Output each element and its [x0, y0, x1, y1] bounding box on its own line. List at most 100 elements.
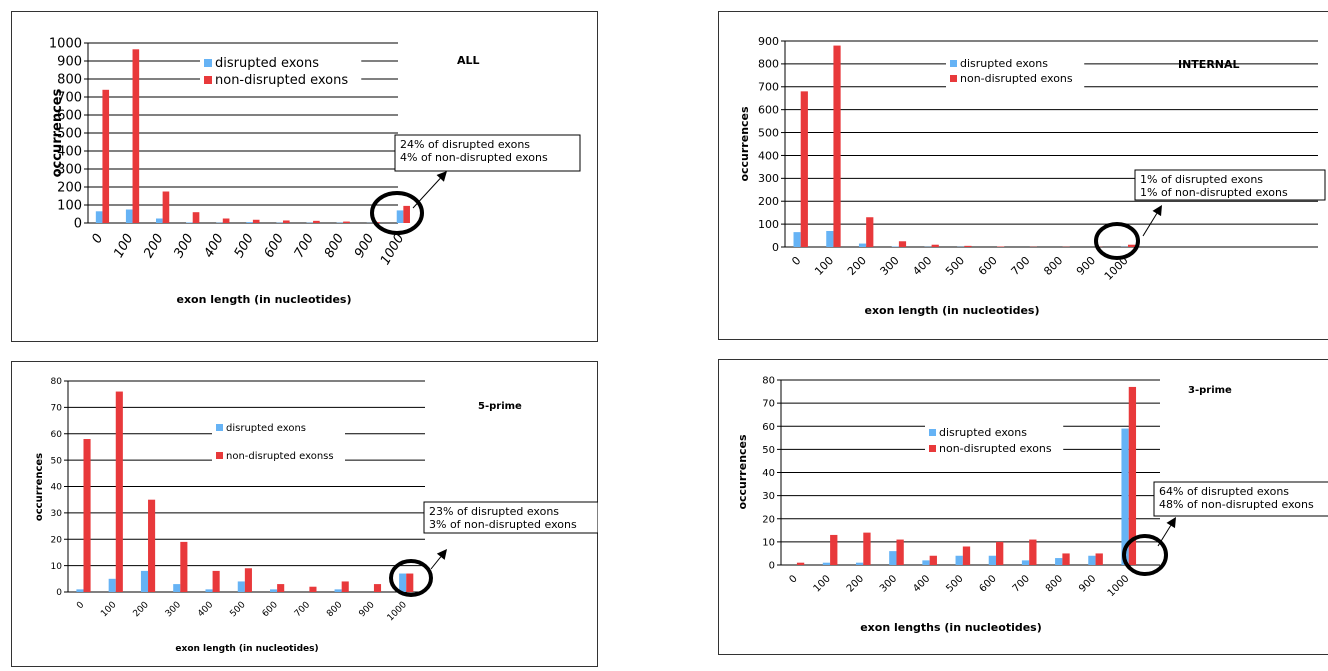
bar-disrupted: [76, 589, 84, 592]
bar-non-disrupted: [277, 584, 285, 592]
bar-disrupted: [793, 232, 801, 247]
legend-background: [946, 56, 1085, 88]
y-tick-label: 900: [758, 35, 779, 48]
bar-non-disrupted: [373, 584, 382, 592]
bar-non-disrupted: [341, 581, 349, 592]
y-axis-label: occurrences: [738, 106, 751, 182]
y-tick-label: 500: [758, 126, 779, 139]
y-tick-label: 20: [51, 535, 63, 545]
y-tick-label: 30: [762, 491, 775, 502]
bar-disrupted: [125, 209, 133, 223]
x-tick-label: 500: [944, 573, 965, 594]
y-tick-label: 50: [762, 445, 775, 456]
x-tick-label: 0: [75, 600, 86, 611]
legend-background: [212, 421, 345, 465]
annotation-text: 1% of non-disrupted exons: [1140, 186, 1288, 199]
bar-non-disrupted: [244, 568, 252, 592]
bar-non-disrupted: [929, 555, 937, 565]
x-tick-label: 400: [201, 232, 226, 261]
x-tick-label: 100: [812, 573, 833, 594]
legend-label: disrupted exons: [939, 426, 1027, 439]
legend-swatch: [929, 445, 936, 452]
x-tick-label: 400: [196, 600, 215, 619]
legend-swatch: [929, 429, 936, 436]
bar-non-disrupted: [863, 532, 871, 565]
bar-disrupted: [186, 222, 193, 223]
x-tick-label: 600: [976, 254, 1000, 278]
annotation-arrow-line: [430, 556, 442, 570]
annotation-text: 3% of non-disrupted exons: [429, 518, 577, 531]
x-tick-label: 300: [171, 232, 196, 261]
bar-non-disrupted: [180, 541, 188, 592]
bar-non-disrupted: [962, 546, 971, 565]
chart-panel-5-prime: 0 10 20 30 40 50 60 70 80 0 100 200 300 400 500 600 700 8…: [11, 361, 599, 667]
legend-label: non-disrupted exons: [215, 73, 348, 88]
chart-frame: [718, 359, 1328, 655]
x-tick-label: 600: [978, 573, 999, 594]
legend-swatch: [950, 60, 957, 67]
annotation-arrow-head: [1152, 205, 1162, 217]
y-tick-label: 0: [769, 561, 775, 572]
bar-non-disrupted: [148, 499, 156, 592]
y-tick-label: 0: [74, 217, 82, 232]
y-axis-label: occurrences: [736, 434, 749, 510]
x-tick-label: 700: [1011, 573, 1032, 594]
chart-panel-internal: 0 100 200 300 400 500 600 700 800 900 0 100 200 300 40…: [718, 11, 1328, 340]
legend-swatch: [204, 59, 212, 67]
legend-label: non-disrupted exons: [939, 442, 1052, 455]
bar-disrupted: [95, 211, 103, 223]
bar-disrupted: [1055, 558, 1063, 565]
bar-non-disrupted: [309, 586, 317, 592]
bar-disrupted: [822, 562, 831, 565]
y-tick-label: 100: [758, 218, 779, 231]
y-tick-label: 700: [758, 81, 779, 94]
x-tick-label: 0: [789, 254, 803, 268]
y-tick-label: 40: [51, 483, 63, 493]
bar-non-disrupted: [1128, 386, 1137, 565]
bar-disrupted: [396, 210, 404, 223]
highlight-circle: [389, 559, 433, 597]
bar-disrupted: [988, 555, 997, 565]
x-tick-label: 800: [1041, 254, 1065, 278]
bar-non-disrupted: [833, 45, 841, 248]
highlight-circle: [1122, 534, 1168, 576]
bar-non-disrupted: [800, 91, 808, 247]
bar-disrupted: [270, 589, 278, 592]
bar-non-disrupted: [896, 539, 904, 565]
bar-non-disrupted: [83, 439, 91, 592]
x-tick-label: 300: [878, 254, 902, 278]
y-tick-label: 800: [57, 73, 82, 88]
y-axis-label: occurrences: [50, 88, 65, 177]
bar-disrupted: [108, 578, 116, 592]
y-tick-label: 0: [56, 588, 62, 598]
bar-disrupted: [399, 573, 407, 592]
bar-disrupted: [1121, 428, 1129, 565]
y-tick-label: 20: [762, 514, 775, 525]
x-tick-label: 500: [943, 254, 967, 278]
legend-label: disrupted exons: [226, 423, 306, 434]
legend-background: [200, 54, 362, 90]
y-tick-label: 30: [51, 509, 63, 519]
y-tick-label: 0: [772, 241, 779, 254]
bar-disrupted: [140, 570, 149, 592]
y-tick-label: 10: [762, 537, 775, 548]
bar-non-disrupted: [866, 217, 874, 247]
bar-non-disrupted: [313, 220, 320, 223]
x-tick-label: 500: [228, 600, 247, 619]
x-tick-label: 100: [111, 232, 136, 261]
bar-disrupted: [1088, 555, 1096, 565]
x-tick-label: 300: [878, 573, 899, 594]
bar-non-disrupted: [931, 244, 939, 247]
bar-disrupted: [246, 222, 253, 223]
annotation-arrow-head: [1166, 517, 1176, 529]
y-axis-label: occurrences: [34, 453, 45, 521]
legend-label: disrupted exons: [215, 56, 319, 71]
x-tick-label: 700: [292, 232, 317, 261]
bar-non-disrupted: [996, 541, 1004, 565]
x-tick-label: 900: [357, 600, 376, 619]
chart-panel-3-prime: 0 10 20 30 40 50 60 70 80 0 100 200 300 400 500 600 700 8…: [718, 359, 1328, 655]
y-tick-label: 900: [57, 55, 82, 70]
chart-title: ALL: [457, 54, 480, 67]
